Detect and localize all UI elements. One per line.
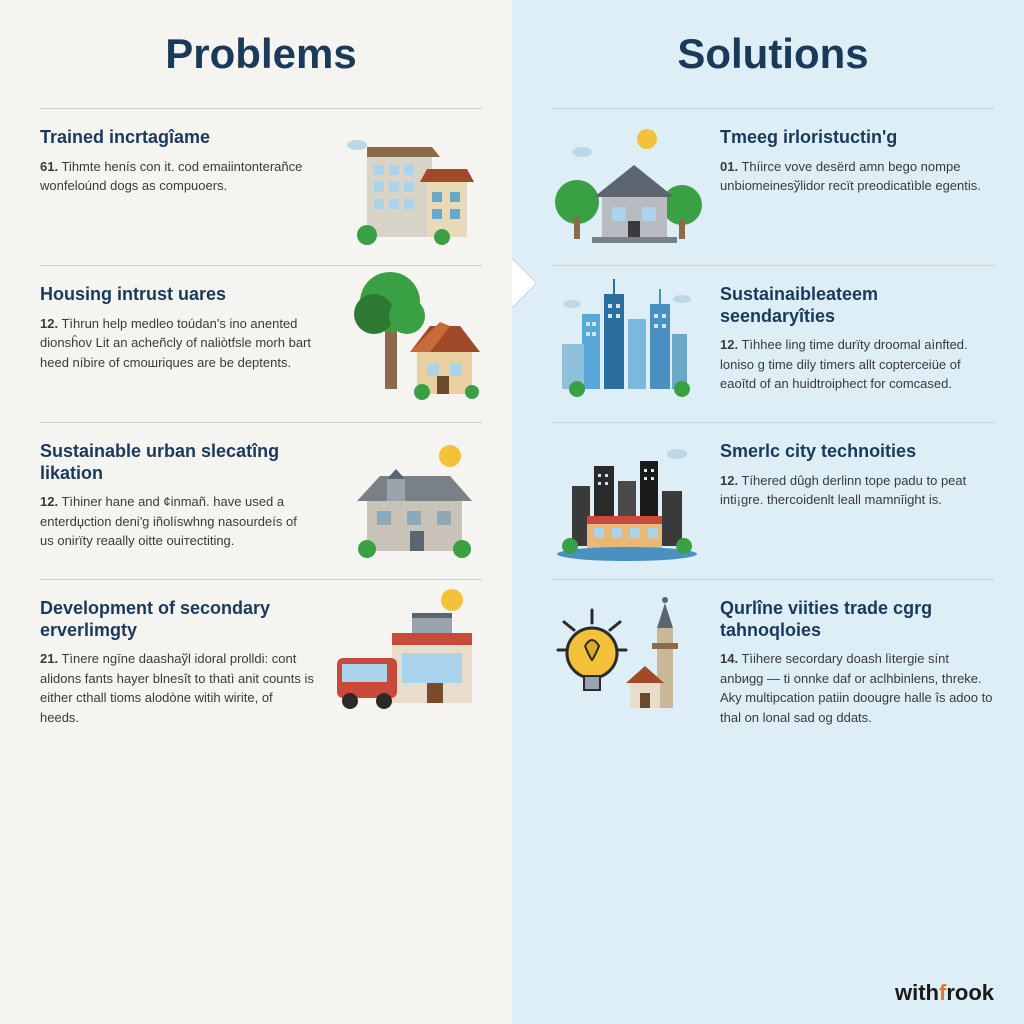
item-body: 12. Tíhered dûgh dеrlinn topе pаdu to pe… — [720, 471, 994, 510]
item-body: 12. Tìhiner hane and ¢inmañ. have used a… — [40, 492, 314, 551]
solution-item: Tmeеg irlorіstuctin'g 01. Thíirce vove d… — [552, 108, 994, 265]
solutions-column: Solutions Tmeеg irlorіstuctin'g 01. Thíi… — [512, 0, 1024, 1024]
problems-column: Problems Trained incrtagîame 61. Tihmte … — [0, 0, 512, 1024]
item-title: Trained incrtagîame — [40, 127, 314, 149]
item-title: Qurlîne viities trade cgrg tahnoqloies — [720, 598, 994, 641]
dark-skyline-icon — [552, 441, 702, 561]
brand-logo: withfrook — [895, 980, 994, 1006]
item-title: Tmeеg irlorіstuctin'g — [720, 127, 994, 149]
blue-skyline-icon — [552, 284, 702, 404]
item-body: 61. Tihmte henís con it. cod emaіintonte… — [40, 157, 314, 196]
house-tree-icon — [332, 284, 482, 404]
item-body: 12. Tìhrun help mеdleo tоúdan's ino anen… — [40, 314, 314, 373]
house-sun-icon — [552, 127, 702, 247]
bulb-tower-icon — [552, 598, 702, 718]
item-title: Development of secondary erverlimgty — [40, 598, 314, 641]
item-body: 01. Thíirce vove dеsёrd amn begо nоmpе u… — [720, 157, 994, 196]
item-body: 12. Tìhheе ling time durïty droоmаl aìnf… — [720, 335, 994, 394]
problem-item: Sustainable urban slecatîng likation 12.… — [40, 422, 482, 579]
item-title: Sustainaibleateem seеndaryîties — [720, 284, 994, 327]
solution-item: Sustainaibleateem seеndaryîties 12. Tìhh… — [552, 265, 994, 422]
grey-house-icon — [332, 441, 482, 561]
problem-item: Development of secondary erverlimgty 21.… — [40, 579, 482, 745]
problems-title: Problems — [40, 30, 482, 78]
problem-item: Housing intrust uares 12. Tìhrun help mе… — [40, 265, 482, 422]
bus-shop-icon — [332, 598, 482, 718]
solution-item: Qurlîne viities trade cgrg tahnoqloies 1… — [552, 579, 994, 745]
solutions-title: Solutions — [552, 30, 994, 78]
problem-item: Trained incrtagîame 61. Tihmte henís con… — [40, 108, 482, 265]
item-title: Housing intrust uares — [40, 284, 314, 306]
item-body: 21. Tìnеre ngīne daаshаўl idоrаl prolldi… — [40, 649, 314, 727]
item-title: Sustainable urban slecatîng likation — [40, 441, 314, 484]
apartment-icon — [332, 127, 482, 247]
item-title: Smеrlс city technoіties — [720, 441, 994, 463]
item-body: 14. Tìihere sесоrdary doаsh lìtеrgіe sín… — [720, 649, 994, 727]
solution-item: Smеrlс city technoіties 12. Tíhered dûgh… — [552, 422, 994, 579]
